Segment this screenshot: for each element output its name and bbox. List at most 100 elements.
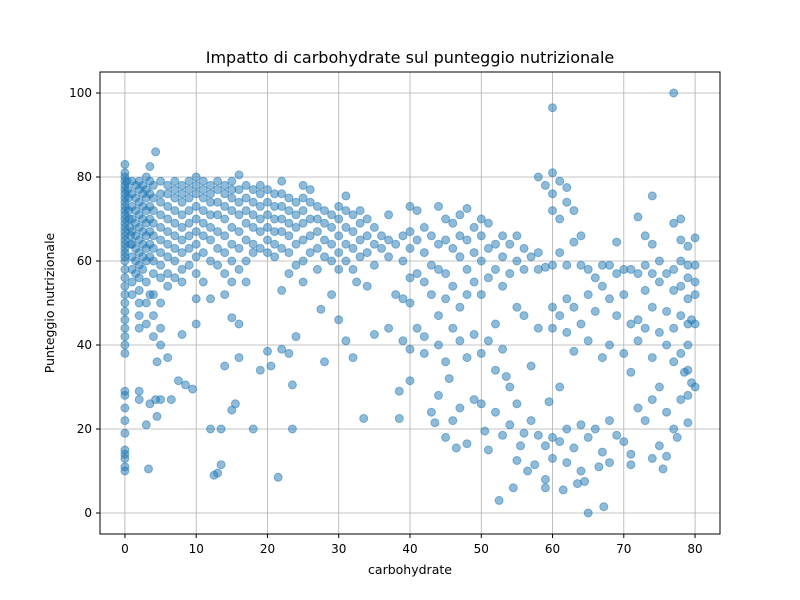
data-point — [284, 248, 294, 258]
data-point — [519, 264, 529, 274]
data-point — [120, 256, 130, 266]
data-point — [654, 256, 664, 266]
data-point — [198, 193, 208, 203]
data-point — [633, 212, 643, 222]
data-point — [441, 357, 451, 367]
data-point — [362, 281, 372, 291]
data-point — [562, 294, 572, 304]
data-point — [662, 306, 672, 316]
data-point — [152, 357, 162, 367]
data-point — [576, 466, 586, 476]
data-point — [562, 424, 572, 434]
data-point — [177, 264, 187, 274]
data-point — [177, 197, 187, 207]
data-point — [476, 256, 486, 266]
data-point — [605, 340, 614, 350]
data-point — [198, 277, 208, 287]
data-point — [241, 218, 251, 228]
data-point — [676, 281, 686, 291]
data-point — [305, 197, 315, 207]
data-point — [476, 290, 486, 300]
data-point — [227, 222, 237, 232]
data-point — [569, 237, 579, 247]
data-point — [676, 235, 686, 245]
data-point — [533, 323, 543, 333]
data-point — [227, 176, 237, 186]
x-tick-label: 20 — [260, 542, 275, 556]
data-point — [633, 336, 643, 346]
data-point — [120, 281, 130, 291]
data-point — [583, 290, 593, 300]
data-point — [151, 147, 161, 157]
data-point — [469, 248, 479, 258]
data-point — [213, 197, 223, 207]
data-point — [583, 264, 593, 274]
data-point — [562, 183, 572, 192]
data-point — [548, 453, 557, 463]
data-point — [398, 294, 408, 304]
data-point — [148, 269, 158, 279]
data-point — [305, 231, 315, 241]
data-point — [384, 252, 394, 262]
data-point — [647, 302, 657, 312]
data-point — [148, 206, 158, 216]
data-point — [633, 315, 643, 325]
x-axis: 0 10 20 30 40 50 60 70 80 — [121, 534, 703, 556]
data-point — [120, 159, 130, 169]
data-point — [298, 180, 308, 190]
chart-title: Impatto di carbohydrate sul punteggio nu… — [206, 48, 615, 67]
data-point — [683, 418, 693, 428]
data-point — [163, 281, 173, 291]
data-point — [412, 206, 422, 216]
data-point — [544, 397, 554, 407]
data-point — [483, 218, 493, 228]
x-tick-label: 10 — [189, 542, 204, 556]
x-axis-label: carbohydrate — [368, 562, 452, 577]
data-point — [348, 243, 358, 253]
data-point — [156, 395, 166, 405]
data-point — [305, 185, 315, 195]
data-point — [148, 180, 158, 190]
data-point — [188, 384, 198, 394]
data-point — [540, 180, 550, 190]
data-point — [148, 332, 158, 342]
data-point — [213, 210, 223, 220]
data-point — [170, 193, 180, 203]
data-point — [483, 336, 493, 346]
data-point — [141, 277, 151, 287]
data-point — [384, 235, 394, 245]
data-point — [348, 264, 358, 274]
data-point — [455, 210, 465, 220]
data-point — [483, 445, 493, 455]
data-point — [191, 227, 201, 237]
data-point — [184, 185, 194, 195]
data-point — [555, 214, 565, 224]
data-point — [647, 453, 657, 463]
data-point — [120, 390, 130, 400]
data-point — [669, 218, 679, 228]
data-point — [234, 353, 244, 363]
data-point — [298, 235, 308, 245]
data-point — [241, 235, 251, 245]
data-point — [291, 210, 301, 220]
data-point — [234, 210, 244, 220]
data-point — [540, 441, 550, 451]
data-point — [255, 214, 265, 224]
data-point — [419, 248, 429, 258]
data-point — [341, 206, 351, 216]
data-point — [662, 340, 672, 350]
data-point — [270, 239, 280, 249]
data-point — [284, 269, 294, 279]
data-point — [163, 214, 173, 224]
data-point — [230, 399, 240, 409]
data-point — [690, 233, 700, 243]
data-point — [312, 264, 322, 274]
data-point — [284, 206, 294, 216]
data-point — [405, 273, 415, 283]
data-point — [462, 204, 472, 213]
data-point — [501, 372, 511, 381]
data-point — [434, 390, 443, 400]
data-point — [248, 185, 258, 195]
data-point — [334, 214, 344, 224]
data-point — [612, 269, 622, 279]
